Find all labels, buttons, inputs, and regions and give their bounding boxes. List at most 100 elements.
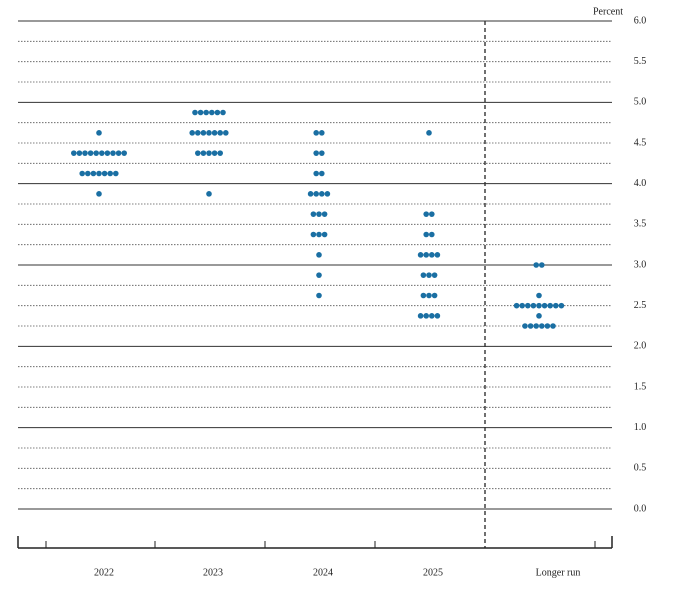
dot (115, 150, 122, 156)
dot (319, 150, 325, 156)
y-tick-label: 2.0 (634, 341, 647, 352)
dot (429, 211, 435, 217)
dot (203, 109, 209, 116)
dot (211, 130, 218, 136)
dot (513, 302, 520, 309)
dot (536, 302, 542, 309)
dot (101, 170, 108, 177)
dot (96, 191, 102, 197)
dot (192, 109, 198, 116)
y-tick-label: 5.0 (634, 97, 647, 108)
dot (310, 211, 317, 217)
dot (426, 292, 432, 299)
dot (316, 231, 322, 238)
dot (195, 130, 201, 136)
dot (522, 323, 528, 329)
y-tick-label: 3.5 (634, 219, 647, 230)
y-tick-label: 6.0 (634, 15, 647, 26)
dot (423, 252, 430, 258)
y-tick-label: 5.5 (634, 56, 647, 67)
dot (539, 323, 545, 329)
dot (420, 292, 427, 299)
dot (536, 292, 542, 299)
dot (533, 323, 539, 329)
x-tick-label: 2025 (423, 567, 443, 578)
x-axis (17, 536, 613, 549)
dot (319, 130, 325, 136)
dot (533, 262, 539, 268)
dot (550, 323, 556, 329)
dot (200, 150, 207, 156)
dot (417, 313, 424, 319)
dot (429, 252, 435, 258)
y-tick-label: 0.0 (634, 503, 647, 514)
dot (211, 150, 218, 156)
dot (420, 272, 427, 278)
dot (197, 109, 204, 116)
dot (429, 231, 435, 238)
y-tick-label: 1.5 (634, 381, 647, 392)
dot (527, 323, 534, 329)
dot (321, 231, 328, 238)
dot (206, 150, 212, 156)
dot (79, 170, 85, 177)
dot (547, 302, 553, 309)
x-tick-label: 2024 (313, 567, 333, 578)
dot (82, 150, 88, 156)
dot (553, 302, 559, 309)
dot (316, 252, 322, 258)
dot (87, 150, 94, 156)
dot (544, 323, 551, 329)
dot (558, 302, 565, 309)
dot (313, 170, 320, 177)
dot (417, 252, 424, 258)
dot (541, 302, 548, 309)
dot (519, 302, 525, 309)
dot (96, 170, 102, 177)
dot (530, 302, 537, 309)
dot (319, 170, 325, 177)
dot (431, 272, 438, 278)
x-tick-label: Longer run (536, 567, 581, 578)
dot (536, 313, 542, 319)
dot (525, 302, 531, 309)
dot (307, 191, 314, 197)
dot (76, 150, 83, 156)
dot (313, 130, 320, 136)
dot (319, 191, 325, 197)
dot (423, 231, 430, 238)
y-tick-label: 1.0 (634, 422, 647, 433)
dot (99, 150, 105, 156)
dot (104, 150, 111, 156)
dot (189, 130, 195, 136)
dot (200, 130, 207, 136)
dot (206, 191, 212, 197)
dot (431, 292, 438, 299)
dot (107, 170, 113, 177)
dot (313, 150, 320, 156)
y-tick-label: 4.5 (634, 137, 647, 148)
dot (321, 211, 328, 217)
dot (93, 150, 99, 156)
dot (195, 150, 201, 156)
dot (423, 313, 430, 319)
y-axis-label: Percent (593, 6, 623, 17)
dot (313, 191, 320, 197)
dot (223, 130, 229, 136)
dot (220, 109, 226, 116)
dot (85, 170, 91, 177)
dot (113, 170, 119, 177)
y-tick-label: 4.0 (634, 178, 647, 189)
y-tick-label: 2.5 (634, 300, 647, 311)
dot (539, 262, 545, 268)
dot (121, 150, 127, 156)
dot (316, 211, 322, 217)
y-tick-label: 0.5 (634, 463, 647, 474)
dot (71, 150, 77, 156)
dot (209, 109, 215, 116)
dot (426, 130, 432, 136)
dot (206, 130, 212, 136)
dot (426, 272, 432, 278)
x-tick-label: 2022 (94, 567, 114, 578)
